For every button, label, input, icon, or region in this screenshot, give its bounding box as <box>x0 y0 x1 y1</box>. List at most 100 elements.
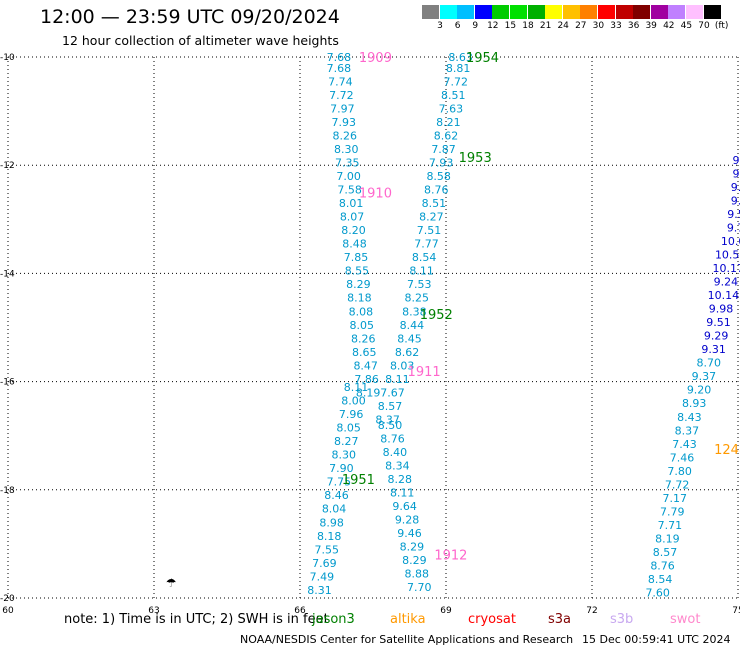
data-point-label: 9.5 <box>727 208 740 221</box>
data-point-label: 7.70 <box>407 581 432 594</box>
colorbar-label: 30 <box>592 21 605 31</box>
data-point-label: 7.75 <box>327 476 352 489</box>
data-point-label: 7.53 <box>407 278 432 291</box>
data-point-label: 8.30 <box>332 449 357 462</box>
data-point-label: 7.93 <box>429 156 454 169</box>
data-point-label: 7.17 <box>662 492 687 505</box>
colorbar-label: 3 <box>437 21 443 31</box>
data-point-label: 10.14 <box>708 289 740 302</box>
colorbar-label: 9 <box>472 21 479 31</box>
colorbar-swatch <box>580 5 598 19</box>
y-tick-label: -18 <box>0 486 15 496</box>
x-tick-label: 66 <box>294 606 306 616</box>
data-point-label: 8.40 <box>383 446 408 459</box>
colorbar-swatch <box>703 5 721 19</box>
data-point-label: 8.44 <box>400 319 425 332</box>
y-tick-label: -16 <box>0 378 15 388</box>
data-point-label: 8.11 <box>409 265 434 278</box>
colorbar-label: 12 <box>487 21 499 31</box>
data-point-label: 9.29 <box>704 330 729 343</box>
data-point-label: 8.58 <box>426 170 451 183</box>
colorbar-label: (ft) <box>714 21 729 31</box>
data-point-label: 9.98 <box>709 303 734 316</box>
data-point-label: 8.76 <box>380 432 405 445</box>
data-point-label: 7.60 <box>645 587 670 600</box>
data-point-label: 7.63 <box>439 102 464 115</box>
data-point-label: 8.57 <box>653 546 678 559</box>
data-point-label: 9.28 <box>395 514 420 527</box>
data-point-label: 8.30 <box>334 143 359 156</box>
data-point-label: 9.31 <box>701 343 726 356</box>
orbit-number-label: 1911 <box>408 365 441 380</box>
data-point-label: 7.68 <box>327 62 352 75</box>
data-point-label: 8.51 <box>441 89 466 102</box>
x-tick-label: 69 <box>440 606 452 616</box>
data-point-label: 10.17 <box>713 262 740 275</box>
orbit-number-label: 1912 <box>434 549 467 564</box>
data-point-label: 9.51 <box>706 316 731 329</box>
data-point-label: 8.19 <box>356 386 381 399</box>
data-point-label: 8.54 <box>412 251 437 264</box>
data-point-label: 7.93 <box>332 116 357 129</box>
data-point-label: 7.71 <box>658 519 683 532</box>
colorbar-swatch <box>598 5 615 19</box>
colorbar-swatch <box>474 5 492 19</box>
data-point-label: 9. <box>731 181 740 194</box>
colorbar-label: 70 <box>698 21 710 31</box>
data-point-label: 8.62 <box>434 129 459 142</box>
data-point-label: 7.79 <box>660 505 685 518</box>
data-point-label: 8.26 <box>333 129 358 142</box>
data-point-label: 8.11 <box>385 373 410 386</box>
data-point-label: 7.58 <box>337 184 362 197</box>
orbit-number-label: 1953 <box>459 151 492 166</box>
data-point-label: 8.01 <box>339 197 364 210</box>
y-tick-label: -10 <box>0 53 15 63</box>
data-point-label: 8.48 <box>342 238 367 251</box>
data-point-label: 8.20 <box>341 224 366 237</box>
colorbar-label: 36 <box>627 21 640 31</box>
satellite-label: jason3 <box>312 612 355 627</box>
timestamp-text: 15 Dec 00:59:41 UTC 2024 <box>582 633 731 646</box>
colorbar-swatch <box>562 5 580 19</box>
data-point-label: 8.88 <box>405 568 430 581</box>
data-point-label: 8.46 <box>324 489 349 502</box>
data-point-label: 9.64 <box>392 500 417 513</box>
colorbar-swatch <box>686 5 703 19</box>
data-point-label: 8.26 <box>351 332 376 345</box>
data-point-label: 8.29 <box>402 554 427 567</box>
data-point-label: 8.76 <box>650 560 675 573</box>
satellite-label: s3a <box>548 612 572 627</box>
data-point-label: 8.43 <box>677 411 702 424</box>
data-point-label: 8.18 <box>347 292 372 305</box>
data-point-label: 9.24 <box>714 276 739 289</box>
data-point-label: 8.04 <box>322 503 347 516</box>
colorbar-swatch <box>668 5 686 19</box>
data-point-label: 9.37 <box>692 370 717 383</box>
data-point-label: 7.72 <box>329 89 354 102</box>
colorbar-label: 45 <box>680 21 693 31</box>
data-point-label: 8.54 <box>648 573 673 586</box>
data-point-label: 8.29 <box>346 278 371 291</box>
colorbar-label: 42 <box>663 21 675 31</box>
island-marker: ☂ <box>166 576 177 590</box>
chart-title: 12:00 — 23:59 UTC 09/20/2024 <box>40 6 340 28</box>
footer-note: note: 1) Time is in UTC; 2) SWH is in fe… <box>64 612 329 627</box>
orbit-number-label: 1910 <box>359 186 392 201</box>
orbit-number-label: 1951 <box>342 473 375 488</box>
data-point-label: 8.05 <box>336 422 361 435</box>
data-point-label: 8.31 <box>307 584 332 597</box>
data-point-label: 8.65 <box>352 346 377 359</box>
data-point-label: 8.08 <box>349 305 374 318</box>
data-point-label: 7.72 <box>665 478 690 491</box>
data-point-label: 7.35 <box>335 156 360 169</box>
data-point-label: 7.77 <box>414 238 439 251</box>
orbit-number-label: 1952 <box>420 308 453 323</box>
data-point-label: 8.19 <box>655 532 680 545</box>
satellite-label: s3b <box>610 612 634 627</box>
data-point-label: 8.50 <box>378 419 403 432</box>
data-point-label: 8.21 <box>436 116 461 129</box>
data-point-label: 8.18 <box>317 530 342 543</box>
data-point-label: 7.74 <box>328 75 353 88</box>
